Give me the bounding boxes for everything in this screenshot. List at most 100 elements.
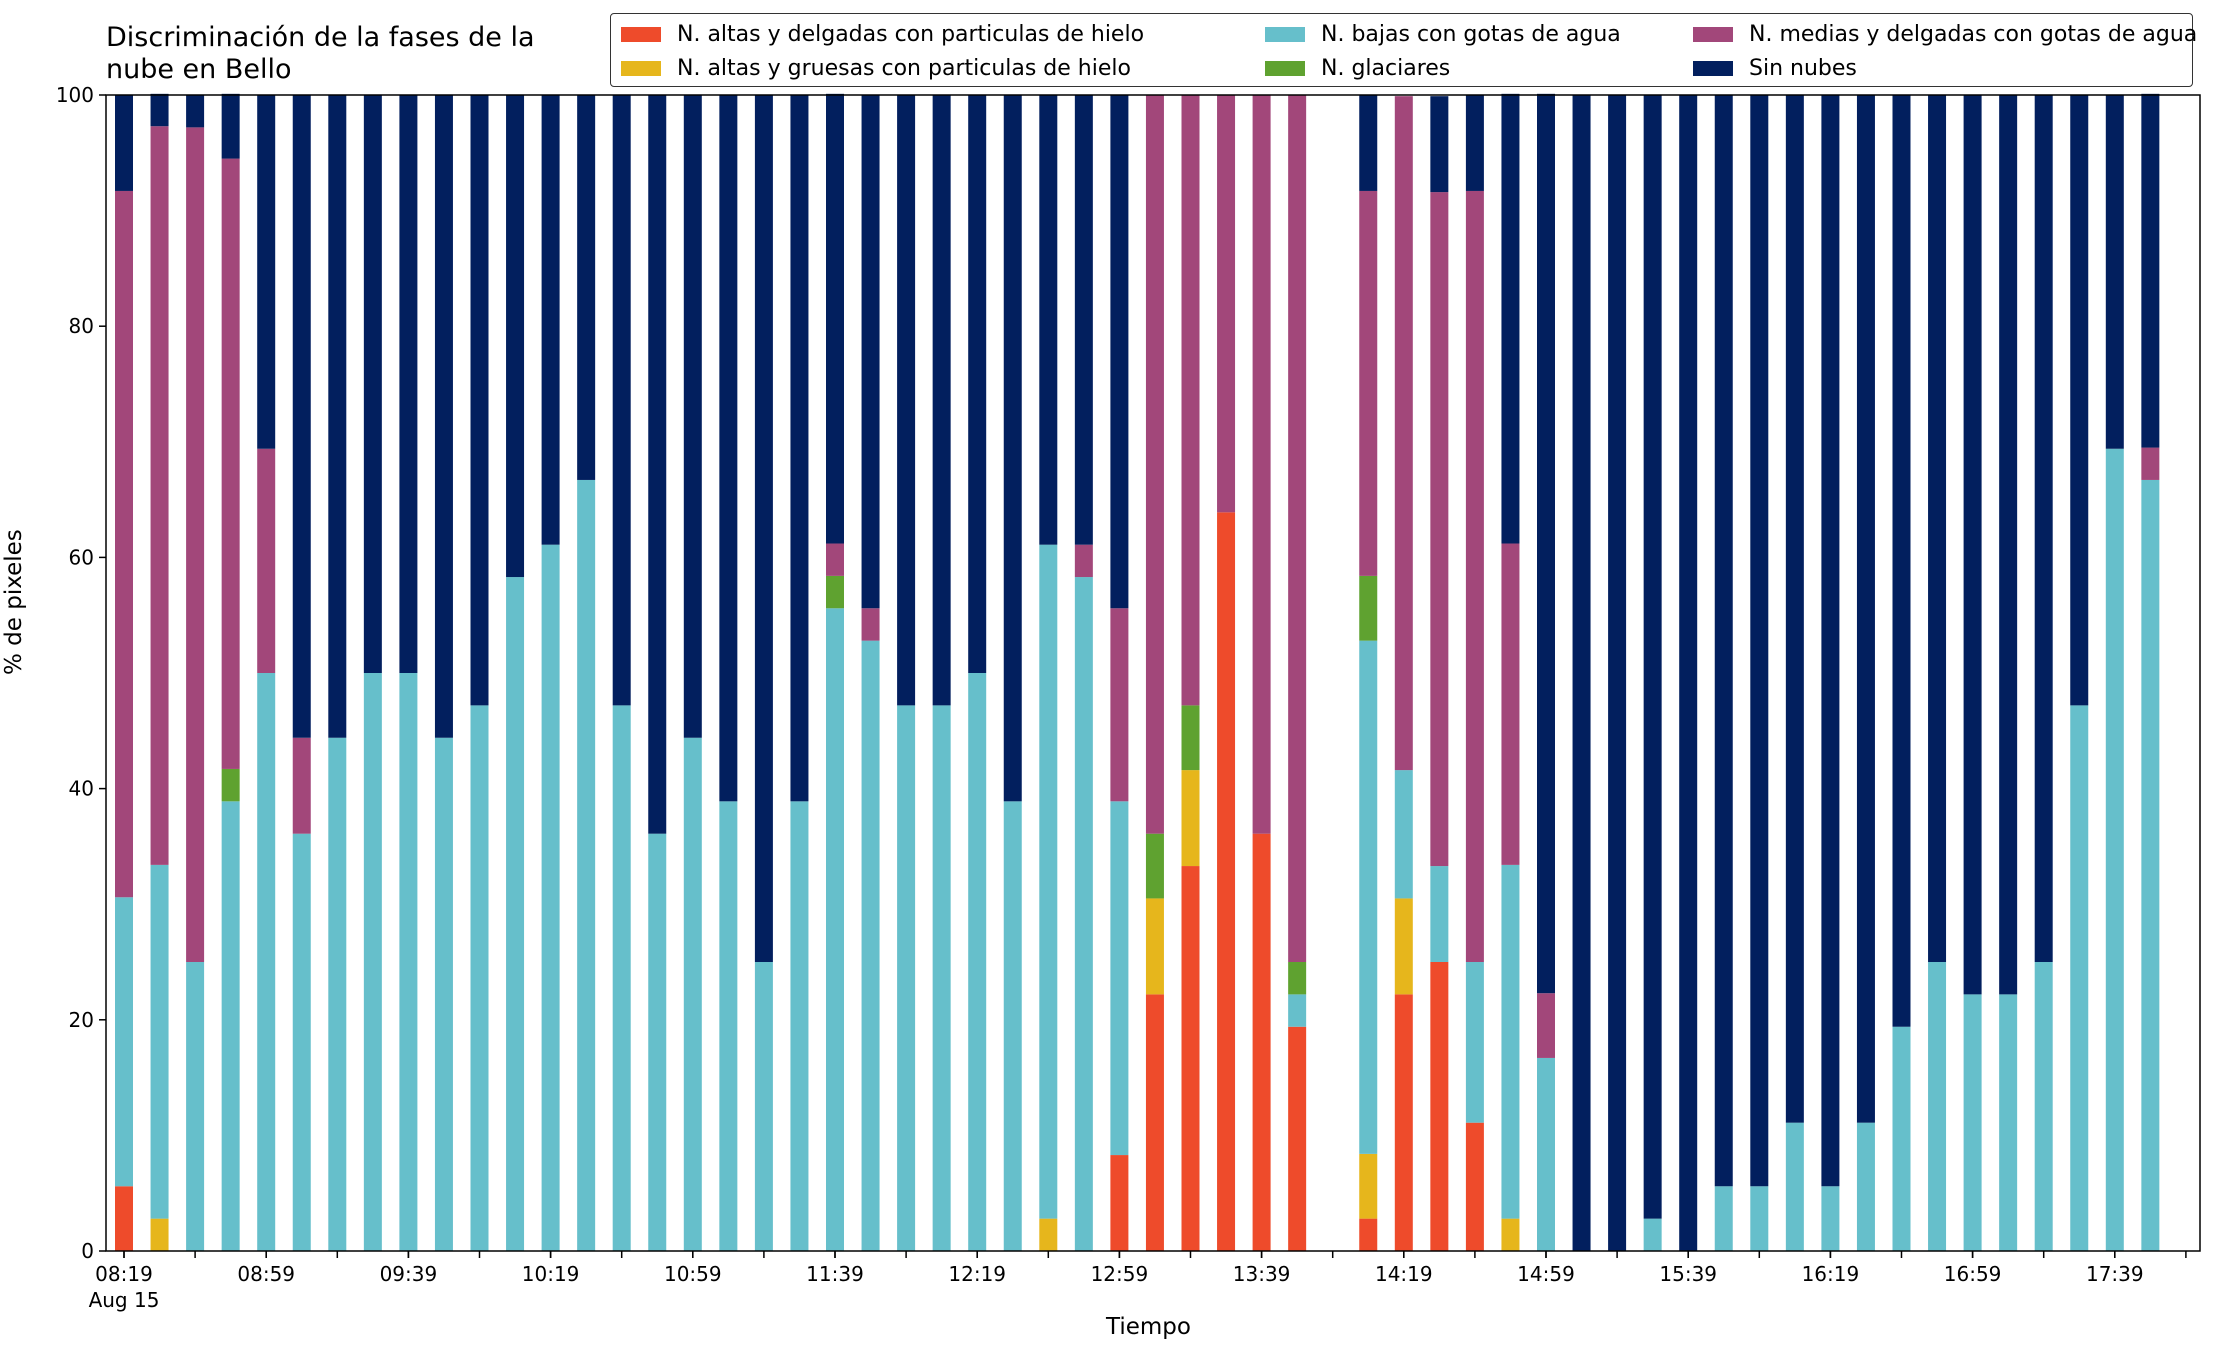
chart-title-line-2: nube en Bello — [106, 54, 292, 85]
x-tick-label: 13:39 — [1233, 1262, 1291, 1286]
x-tick-label: 10:59 — [664, 1262, 722, 1286]
bar-segment — [1359, 1218, 1378, 1251]
bar-segment — [186, 95, 205, 128]
bar-segment — [1928, 95, 1947, 962]
legend-label: N. bajas con gotas de agua — [1321, 22, 1621, 47]
bar-segment — [897, 95, 916, 706]
x-tick-label: 15:39 — [1659, 1262, 1717, 1286]
bar-segment — [150, 1218, 169, 1251]
bar-segment — [115, 1186, 133, 1251]
bar-segment — [1430, 962, 1449, 1251]
bar-segment — [150, 864, 169, 1219]
bar-segment — [1181, 705, 1200, 771]
bar-segment — [1537, 1057, 1555, 1251]
bar-segment — [1288, 95, 1307, 962]
bar-segment — [719, 801, 738, 1251]
bar-segment — [2034, 95, 2053, 962]
legend-label: N. glaciares — [1321, 56, 1451, 81]
x-tick-label: 14:59 — [1517, 1262, 1575, 1286]
chart-title: Discriminación de la fases de la nube en… — [106, 22, 535, 86]
bar-segment — [1430, 96, 1449, 193]
bar-segment — [1359, 1153, 1378, 1219]
bar-segment — [1999, 994, 2018, 1251]
bar-segment — [612, 705, 631, 1251]
y-tick-label: 0 — [81, 1239, 94, 1263]
bar-segment — [1714, 1186, 1733, 1251]
bar-segment — [1785, 95, 1804, 1123]
x-tick-label: 10:19 — [522, 1262, 580, 1286]
bar-segment — [1252, 833, 1271, 1251]
legend-label: N. altas y delgadas con particulas de hi… — [677, 22, 1145, 47]
bar-segment — [1003, 95, 1022, 802]
bar-segment — [1821, 1186, 1840, 1251]
bar-segment — [2141, 93, 2160, 448]
x-tick-label: 14:19 — [1375, 1262, 1433, 1286]
y-tick-label: 40 — [69, 777, 94, 801]
plot-frame — [105, 94, 2201, 1252]
bar-segment — [683, 737, 702, 1251]
bar-segment — [2141, 447, 2160, 480]
x-tick-label: 12:19 — [948, 1262, 1006, 1286]
bar-segment — [1714, 95, 1733, 1187]
bar-segment — [150, 93, 169, 127]
bar-segment — [1430, 866, 1449, 962]
bar-segment — [328, 95, 347, 738]
legend-swatch — [1693, 61, 1733, 76]
bar-segment — [399, 673, 418, 1251]
bar-segment — [328, 737, 347, 1251]
y-tick-label: 60 — [69, 545, 94, 569]
bar-segment — [257, 95, 276, 449]
bar-segment — [648, 833, 667, 1251]
bar-segment — [186, 127, 205, 963]
bar-segment — [826, 575, 844, 609]
bar-segment — [1999, 95, 2018, 995]
bar-segment — [1430, 192, 1449, 867]
bar-segment — [1217, 95, 1236, 513]
bar-segment — [363, 95, 382, 673]
bar-segment — [1074, 544, 1093, 578]
legend-label: N. altas y gruesas con particulas de hie… — [677, 56, 1131, 81]
bar-segment — [1537, 93, 1555, 994]
bar-segment — [1750, 95, 1769, 1187]
y-tick-label: 100 — [56, 83, 94, 107]
legend-item-altas-gruesas: N. altas y gruesas con particulas de hie… — [621, 56, 1131, 81]
bar-segment — [1359, 640, 1378, 1154]
legend-label: Sin nubes — [1749, 56, 1857, 81]
bar-segment — [577, 95, 596, 480]
bar-segment — [932, 705, 951, 1251]
bar-segment — [2034, 962, 2053, 1251]
x-axis-label: Tiempo — [1106, 1314, 1191, 1340]
legend-label: N. medias y delgadas con gotas de agua — [1749, 22, 2198, 47]
bar-segment — [612, 95, 631, 706]
bar-segment — [1643, 95, 1662, 1219]
bar-segment — [1465, 190, 1484, 962]
x-tick-label: 17:39 — [2086, 1262, 2144, 1286]
bar-segment — [221, 768, 240, 802]
bar-segment — [754, 962, 773, 1251]
bars-layer — [115, 93, 2160, 1251]
bar-segment — [1288, 962, 1307, 995]
bar-segment — [1359, 190, 1378, 576]
bar-segment — [1856, 1122, 1875, 1251]
legend-swatch — [1265, 61, 1305, 76]
x-tick-label: 11:39 — [806, 1262, 864, 1286]
bar-segment — [1465, 1122, 1484, 1251]
bar-segment — [1394, 898, 1413, 995]
x-tick-label: 12:59 — [1091, 1262, 1149, 1286]
bar-segment — [186, 962, 205, 1251]
bar-segment — [221, 93, 240, 159]
bar-segment — [826, 93, 844, 544]
bar-segment — [1501, 93, 1520, 544]
bar-segment — [292, 737, 311, 834]
bar-segment — [1750, 1186, 1769, 1251]
chart-legend: N. altas y delgadas con particulas de hi… — [610, 13, 2197, 87]
y-tick-label: 80 — [69, 314, 94, 338]
bar-segment — [790, 95, 809, 802]
bar-segment — [292, 833, 311, 1251]
x-tick-label: 16:19 — [1802, 1262, 1860, 1286]
y-axis-label: % de pixeles — [1, 529, 27, 675]
bar-segment — [115, 897, 133, 1187]
bar-segment — [861, 640, 880, 1251]
bar-segment — [1039, 95, 1058, 545]
bar-segment — [257, 673, 276, 1251]
